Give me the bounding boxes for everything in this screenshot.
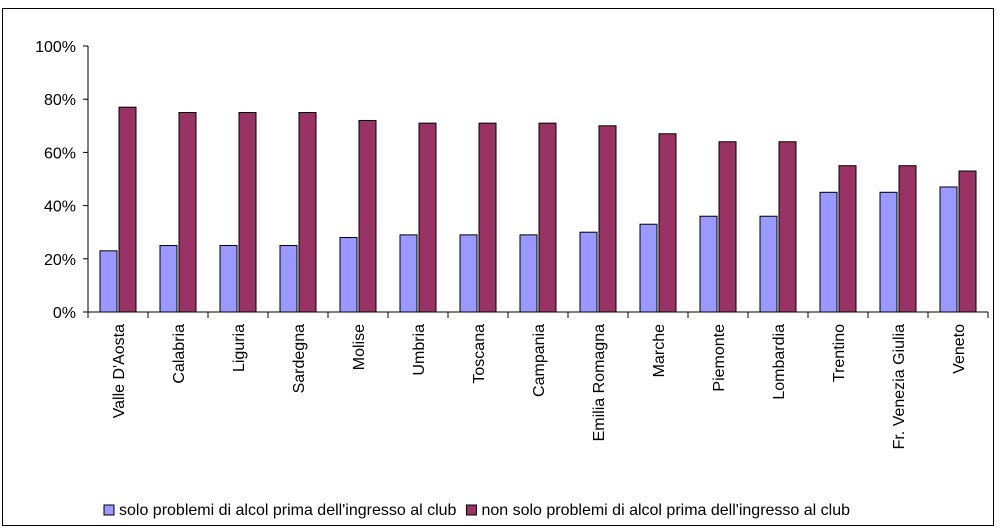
x-category-label: Sardegna	[291, 324, 308, 393]
y-tick-label: 60%	[44, 145, 76, 162]
bar-non-solo-alcol	[298, 112, 317, 313]
x-category-label: Fr. Venezia Giulia	[891, 324, 908, 450]
bar-solo-alcol	[399, 234, 418, 313]
bar-non-solo-alcol	[538, 122, 557, 313]
bar-non-solo-alcol	[238, 112, 257, 313]
bar-non-solo-alcol	[658, 133, 677, 313]
bar-solo-alcol	[639, 223, 658, 313]
y-tick-label: 100%	[35, 39, 76, 56]
bar-solo-alcol	[879, 191, 898, 313]
bar-solo-alcol	[759, 215, 778, 313]
y-tick-label: 40%	[44, 199, 76, 216]
x-category-label: Toscana	[471, 324, 488, 384]
x-category-label: Umbria	[411, 324, 428, 376]
bar-solo-alcol	[99, 250, 118, 313]
x-category-label: Campania	[531, 324, 548, 397]
plot-area	[88, 46, 988, 312]
bar-non-solo-alcol	[898, 165, 917, 313]
y-tick-label: 20%	[44, 252, 76, 269]
bar-non-solo-alcol	[358, 119, 377, 313]
x-category-label: Liguria	[231, 324, 248, 372]
bar-non-solo-alcol	[418, 122, 437, 313]
bar-non-solo-alcol	[178, 112, 197, 313]
legend-label-solo-alcol: solo problemi di alcol prima dell'ingres…	[119, 502, 457, 519]
y-tick-label: 0%	[53, 305, 76, 322]
x-category-label: Trentino	[831, 324, 848, 382]
bar-solo-alcol	[579, 231, 598, 313]
x-category-label: Piemonte	[711, 324, 728, 392]
bar-non-solo-alcol	[778, 141, 797, 313]
bar-non-solo-alcol	[598, 125, 617, 313]
legend-swatch-non-solo-alcol	[465, 504, 477, 516]
bar-solo-alcol	[819, 191, 838, 313]
bar-non-solo-alcol	[718, 141, 737, 313]
bar-solo-alcol	[219, 245, 238, 313]
bar-solo-alcol	[459, 234, 478, 313]
y-tick-label: 80%	[44, 92, 76, 109]
bar-non-solo-alcol	[478, 122, 497, 313]
bar-non-solo-alcol	[958, 170, 977, 313]
x-category-label: Lombardia	[771, 324, 788, 400]
bar-solo-alcol	[339, 237, 358, 313]
bar-non-solo-alcol	[118, 106, 137, 313]
legend-label-non-solo-alcol: non solo problemi di alcol prima dell'in…	[481, 502, 850, 519]
x-category-label: Valle D'Aosta	[111, 324, 128, 418]
bar-solo-alcol	[279, 245, 298, 313]
x-category-label: Marche	[651, 324, 668, 377]
legend-swatch-solo-alcol	[103, 504, 115, 516]
x-category-label: Veneto	[951, 324, 968, 374]
bar-non-solo-alcol	[838, 165, 857, 313]
x-category-label: Calabria	[171, 324, 188, 384]
x-category-label: Molise	[351, 324, 368, 370]
x-category-label: Emilia Romagna	[591, 324, 608, 441]
bar-solo-alcol	[939, 186, 958, 313]
bar-solo-alcol	[159, 245, 178, 313]
bar-solo-alcol	[699, 215, 718, 313]
bar-solo-alcol	[519, 234, 538, 313]
